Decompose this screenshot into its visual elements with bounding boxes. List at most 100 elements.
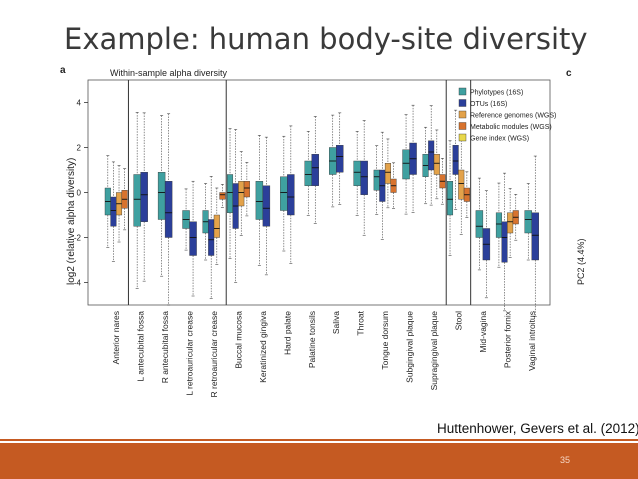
box-1-18	[524, 183, 532, 261]
box-body	[189, 221, 197, 256]
slide-title: Example: human body-site diversity	[64, 22, 588, 56]
box-body	[157, 172, 166, 220]
box-body	[243, 181, 250, 198]
legend-label: Metabolic modules (WGS)	[470, 124, 552, 131]
panel-label-c: c	[566, 68, 572, 79]
box-body	[452, 145, 459, 175]
box-body	[524, 210, 532, 234]
y-tick-label: -4	[74, 279, 82, 288]
chart-title: Within-sample alpha diversity	[110, 68, 228, 78]
box-body	[360, 160, 368, 195]
box-4-6	[243, 162, 250, 217]
legend-swatch	[458, 110, 467, 119]
box-2-3	[164, 113, 173, 306]
box-2-8	[287, 125, 295, 264]
category-label: Subgingival plaque	[405, 311, 415, 383]
category-label: Mid-vagina	[478, 311, 488, 353]
legend-label: OTUs (16S)	[470, 101, 507, 108]
box-body	[208, 219, 215, 256]
box-2-7	[262, 136, 271, 276]
category-label: Vaginal introitus	[527, 311, 537, 371]
box-4-14	[439, 158, 446, 205]
category-label: Stool	[453, 311, 463, 330]
box-body	[373, 169, 380, 191]
box-3-12	[384, 138, 391, 209]
box-body	[402, 149, 410, 180]
category-label: Supragingival plaque	[429, 311, 439, 391]
box-4-1	[121, 168, 128, 231]
box-2-2	[140, 112, 148, 282]
box-1-12	[373, 145, 380, 215]
legend-swatch	[458, 87, 467, 96]
page-number: 35	[560, 455, 571, 465]
box-body	[384, 163, 391, 184]
box-3-5	[213, 187, 220, 265]
box-body	[336, 145, 344, 173]
box-body	[428, 140, 435, 171]
box-body	[495, 212, 502, 238]
box-2-12	[379, 131, 386, 240]
box-body	[255, 181, 264, 220]
citation: Huttenhower, Gevers et al. (2012)	[437, 421, 638, 436]
box-4-17	[512, 194, 519, 241]
group-separators	[127, 80, 472, 305]
box-body	[262, 185, 271, 227]
box-4-15	[463, 171, 470, 218]
box-1-4	[182, 188, 190, 251]
box-body	[164, 181, 173, 238]
category-label: Tongue dorsum	[380, 311, 390, 370]
box-1-10	[329, 114, 337, 208]
box-3-1	[116, 165, 123, 243]
box-body	[447, 181, 454, 216]
box-4-5	[219, 184, 226, 208]
box-2-18	[531, 155, 539, 318]
legend-swatch	[458, 133, 467, 142]
box-2-15	[452, 109, 459, 210]
box-2-11	[360, 120, 368, 236]
box-body	[507, 212, 514, 234]
box-1-15	[447, 140, 454, 256]
legend-swatch	[458, 99, 467, 107]
panel-label-a: a	[60, 65, 66, 76]
boxplots	[104, 104, 539, 318]
box-body	[227, 174, 234, 213]
y-tick-label: 4	[77, 99, 82, 108]
box-2-16	[482, 190, 491, 299]
box-2-9	[311, 116, 319, 224]
category-label: L antecubital fossa	[136, 311, 146, 382]
box-body	[238, 181, 245, 207]
category-label: Saliva	[331, 311, 341, 334]
legend-label: Phylotypes (16S)	[470, 90, 523, 97]
box-1-16	[475, 177, 484, 271]
y-tick-label: 2	[77, 144, 82, 153]
box-body	[133, 174, 141, 227]
figure: a c Within-sample alpha diversity log2 (…	[60, 65, 586, 397]
box-body	[140, 172, 148, 222]
category-labels: Anterior nares L antecubital fossa R antec…	[111, 310, 537, 397]
legend: Phylotypes (16S) OTUs (16S) Reference geno…	[458, 87, 556, 143]
box-body	[280, 176, 288, 211]
legend-label: Gene index (WGS)	[470, 136, 529, 143]
box-body	[433, 154, 440, 175]
category-label: L retroauricular crease	[185, 311, 195, 396]
footer-bar	[0, 443, 638, 479]
right-axis-label: PC2 (4.4%)	[576, 238, 586, 285]
category-label: Buccal mucosa	[233, 311, 243, 369]
category-label: Anterior nares	[111, 311, 121, 364]
category-label: Palatine tonsils	[307, 311, 317, 368]
box-body	[213, 214, 220, 238]
footer-line	[0, 439, 638, 441]
category-label: R retroauricular crease	[209, 311, 219, 398]
box-body	[458, 169, 465, 200]
box-3-14	[433, 129, 440, 200]
box-2-13	[409, 104, 417, 213]
box-body	[287, 174, 295, 216]
box-body	[353, 160, 361, 186]
legend-label: Reference genomes (WGS)	[470, 113, 556, 120]
box-body	[531, 212, 539, 261]
category-label: Throat	[356, 310, 366, 335]
box-2-10	[336, 112, 344, 205]
box-body	[475, 210, 484, 238]
box-2-4	[189, 180, 197, 297]
box-4-12	[390, 162, 397, 209]
